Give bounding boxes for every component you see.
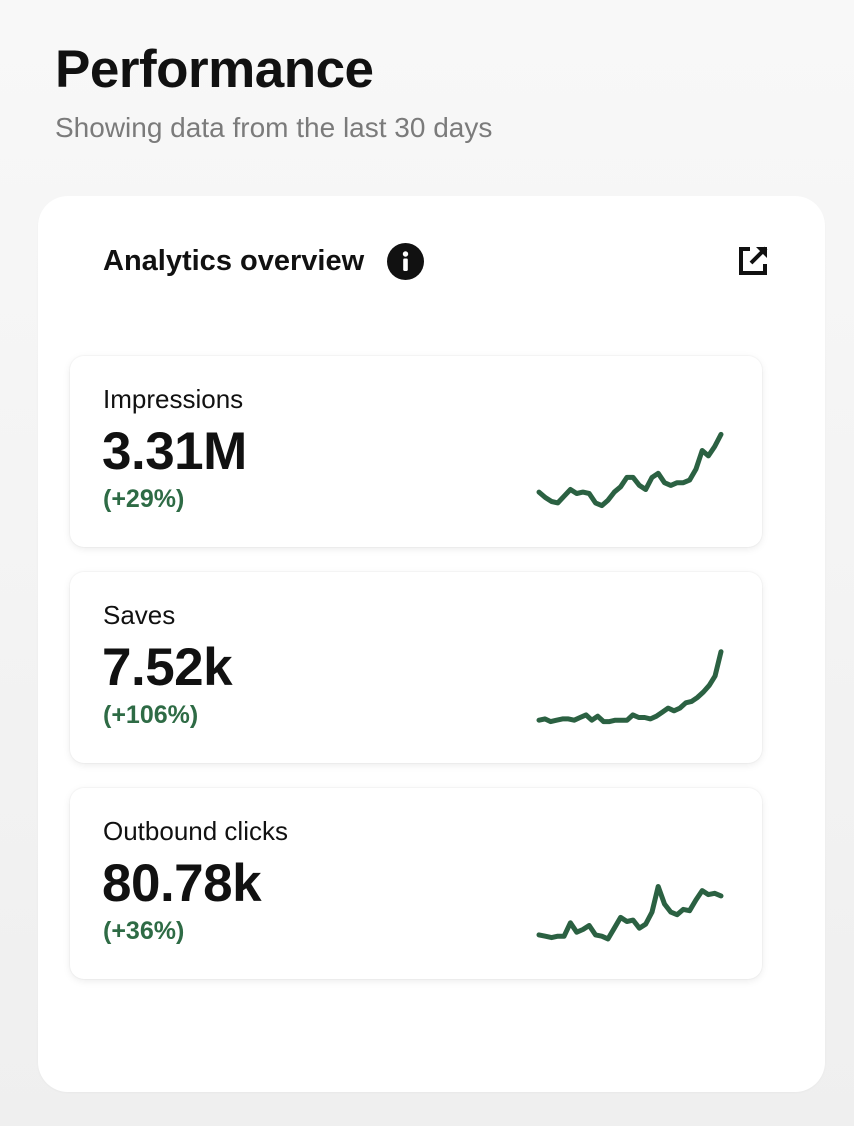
metric-label: Impressions <box>103 384 244 414</box>
metric-card-impressions[interactable]: Impressions 3.31M (+29%) <box>70 356 762 547</box>
metric-card-outbound-clicks[interactable]: Outbound clicks 80.78k (+36%) <box>70 788 762 979</box>
metric-change: (+36%) <box>103 917 185 945</box>
metric-value: 80.78k <box>102 854 262 913</box>
panel-header: Analytics overview <box>103 236 425 286</box>
impressions-sparkline <box>536 431 724 509</box>
analytics-overview-panel: Analytics overview Impressions 3.31M (+2… <box>38 196 825 1092</box>
page-header: Performance Showing data from the last 3… <box>55 36 815 146</box>
metric-value: 7.52k <box>102 638 233 697</box>
outbound-clicks-sparkline <box>536 884 724 942</box>
outbound-clicks-sparkline-line <box>536 884 724 942</box>
page-title: Performance <box>55 40 374 99</box>
impressions-sparkline-line <box>536 431 724 509</box>
metric-label: Outbound clicks <box>103 816 288 846</box>
metric-change: (+29%) <box>103 485 185 513</box>
page-subtitle: Showing data from the last 30 days <box>55 112 493 143</box>
panel-title: Analytics overview <box>103 245 365 277</box>
metric-label: Saves <box>103 600 176 630</box>
external-link-button[interactable] <box>733 241 773 281</box>
metric-value: 3.31M <box>102 422 247 481</box>
saves-sparkline <box>536 649 724 725</box>
saves-sparkline-line <box>536 649 724 725</box>
info-icon-glyph <box>402 250 409 271</box>
metric-change: (+106%) <box>103 701 199 729</box>
external-link-icon <box>739 246 768 275</box>
metric-card-saves[interactable]: Saves 7.52k (+106%) <box>70 572 762 763</box>
info-icon[interactable] <box>387 242 425 280</box>
